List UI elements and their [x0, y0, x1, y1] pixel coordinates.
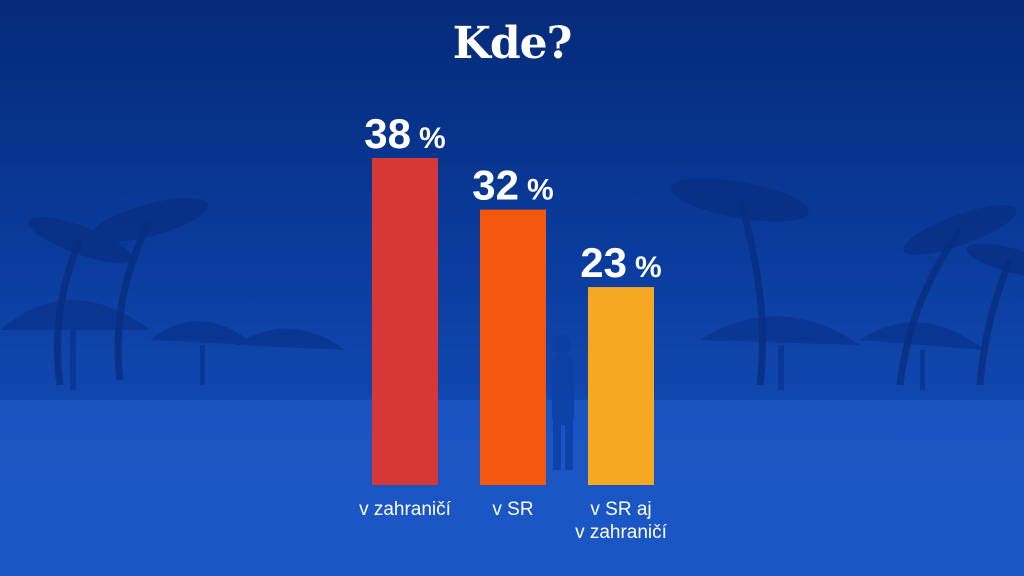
category-label-3: v SR aj v zahraničí — [575, 499, 668, 543]
value-label-2: 32% — [472, 162, 553, 209]
bar-2 — [480, 209, 546, 485]
bar-1 — [372, 158, 438, 485]
bar-3 — [588, 287, 654, 485]
category-label-1: v zahraničí — [359, 499, 452, 520]
category-label-2: v SR — [492, 499, 533, 520]
chart-title: Kde? — [452, 18, 573, 69]
value-label-3: 23% — [580, 239, 661, 286]
value-label-1: 38% — [364, 110, 445, 157]
